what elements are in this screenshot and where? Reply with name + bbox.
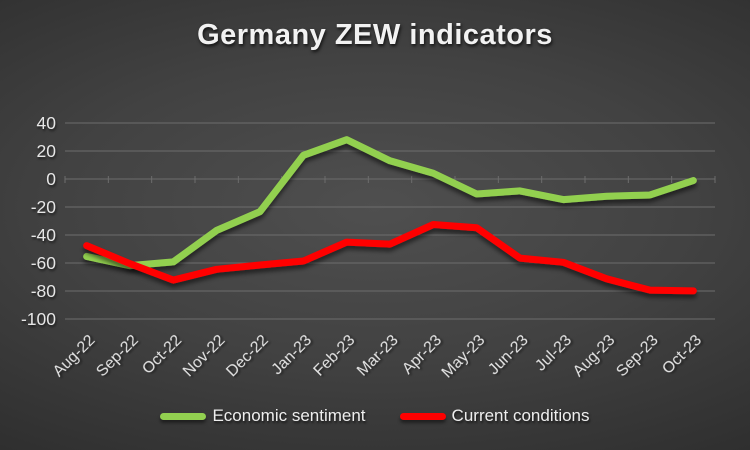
x-axis-tick-label: Jan-23 xyxy=(269,332,316,379)
x-axis-tick-label: Dec-22 xyxy=(223,332,272,381)
legend-swatch-red-line xyxy=(399,412,446,420)
x-axis-tick-label: May-23 xyxy=(439,332,489,382)
y-axis-tick-label: -40 xyxy=(31,225,57,245)
y-axis-tick-label: -60 xyxy=(31,253,57,273)
y-axis-tick-label: -80 xyxy=(31,281,57,301)
chart-title: Germany ZEW indicators xyxy=(197,19,553,51)
x-axis-tick-label: Nov-22 xyxy=(180,332,229,381)
x-axis-tick-label: Feb-23 xyxy=(311,332,359,380)
legend-item-economic-sentiment: Economic sentiment xyxy=(160,406,366,426)
x-axis-tick-label: Oct-23 xyxy=(659,332,705,378)
x-axis-tick-label: Aug-22 xyxy=(50,332,99,381)
legend-item-current-conditions: Current conditions xyxy=(399,406,590,426)
x-axis-tick-label: Aug-23 xyxy=(570,332,619,381)
x-axis-tick-label: Apr-23 xyxy=(399,332,445,378)
y-axis-tick-label: 0 xyxy=(46,169,56,189)
x-axis-tick-label: Oct-22 xyxy=(139,332,185,378)
y-axis-tick-label: 40 xyxy=(37,113,57,133)
x-axis-tick-label: Mar-23 xyxy=(354,332,402,380)
legend-swatch-green-line xyxy=(160,412,207,420)
x-axis-tick-label: Sep-22 xyxy=(93,332,142,381)
x-axis-tick-label: Sep-23 xyxy=(613,332,662,381)
y-axis-tick-label: -100 xyxy=(21,309,56,329)
legend-label-current-conditions: Current conditions xyxy=(451,406,590,425)
y-axis-tick-label: -20 xyxy=(31,197,57,217)
series-line-economic-sentiment xyxy=(83,136,697,270)
x-axis-tick-label: Jun-23 xyxy=(485,332,532,379)
chart-legend: Economic sentiment Current conditions xyxy=(0,406,750,426)
series-line-current-conditions xyxy=(83,221,697,295)
legend-label-economic-sentiment: Economic sentiment xyxy=(212,406,366,425)
y-axis-tick-label: 20 xyxy=(37,141,57,161)
